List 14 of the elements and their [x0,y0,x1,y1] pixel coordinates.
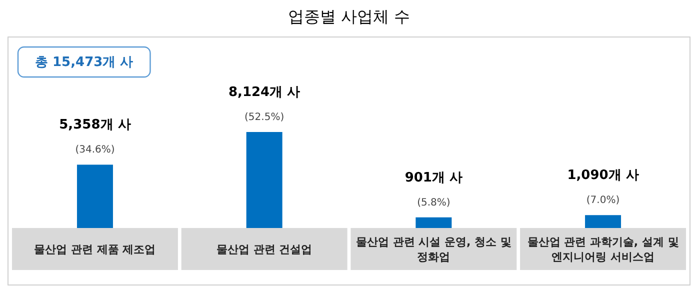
text: 총 15,473개 사 [35,55,134,70]
x-tick-label: 물산업 관련 건설업 [216,242,312,256]
data-label: 5,358개 사 (34.6%) [59,118,131,156]
bar [585,215,622,228]
bar [76,164,113,228]
data-label: 1,090개 사 (7.0%) [567,168,639,206]
chart-title: 업종별 사업체 수 [288,7,410,26]
bar [416,217,452,228]
x-tick-label: 물산업 관련 과학기술, 설계 및 엔지니어링 서비스업 [527,235,679,264]
x-tick-label: 물산업 관련 제품 제조업 [34,242,156,256]
data-label: 901개 사 (5.8%) [404,170,463,208]
x-tick-label: 물산업 관련 시설 운영, 청소 및 정화업 [356,235,512,264]
data-label: 8,124개 사 (52.5%) [228,85,300,123]
bar [246,132,282,228]
